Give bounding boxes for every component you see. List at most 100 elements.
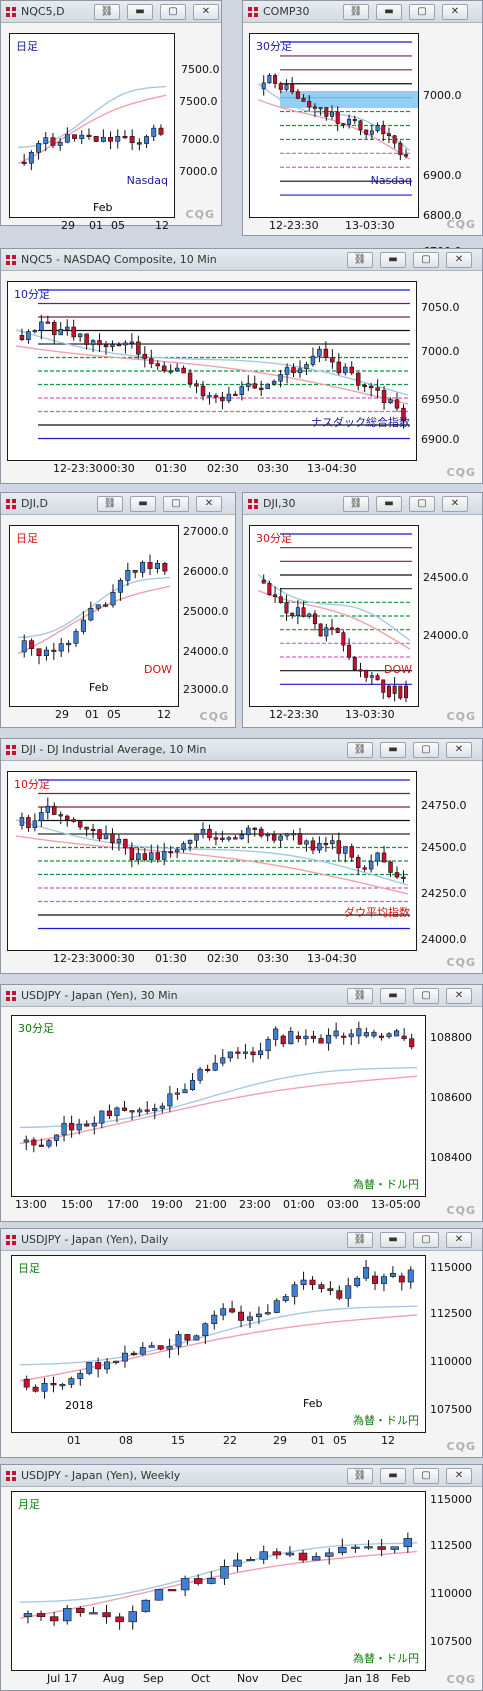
window-usdjpy-daily[interactable]: USDJPY - Japan (Yen), Daily ⛓ ▬ ▢ ✕ 日足 為替… (0, 1228, 483, 1458)
close-button[interactable]: ✕ (446, 988, 472, 1004)
candle (89, 1607, 98, 1615)
link-button[interactable]: ⛓ (347, 1232, 373, 1248)
minimize-button[interactable]: ▬ (127, 4, 153, 20)
link-button[interactable]: ⛓ (347, 742, 373, 758)
candle (43, 646, 49, 661)
candle (345, 1277, 352, 1307)
maximize-button[interactable]: ▢ (413, 1232, 439, 1248)
maximize-button[interactable]: ▢ (413, 988, 439, 1004)
close-button[interactable]: ✕ (196, 496, 222, 512)
maximize-button[interactable]: ▢ (163, 496, 189, 512)
maximize-button[interactable]: ▢ (160, 4, 186, 20)
candle (284, 363, 290, 384)
link-button[interactable]: ⛓ (97, 496, 123, 512)
maximize-button[interactable]: ▢ (413, 252, 439, 268)
window-usdjpy-30min[interactable]: USDJPY - Japan (Yen), 30 Min ⛓ ▬ ▢ ✕ 30分… (0, 984, 483, 1222)
chart-plot[interactable]: 10分足 ナスダック総合指数 (7, 281, 417, 461)
titlebar[interactable]: USDJPY - Japan (Yen), 30 Min ⛓ ▬ ▢ ✕ (1, 985, 482, 1007)
candle (45, 315, 51, 324)
window-comp-30min[interactable]: COMP30 ⛓ ▬ ▢ ✕ 30分足 Nasdaq 7000.0 6900.0 68… (242, 0, 483, 258)
candle (152, 1103, 158, 1119)
titlebar[interactable]: USDJPY - Japan (Yen), Daily ⛓ ▬ ▢ ✕ (1, 1229, 482, 1251)
chart-plot[interactable]: 10分足 ダウ平均指数 (7, 771, 417, 951)
titlebar[interactable]: DJI,30 ⛓ ▬ ▢ ✕ (243, 493, 482, 515)
close-button[interactable]: ✕ (446, 1468, 472, 1484)
ma-line (257, 573, 411, 642)
candle (375, 122, 380, 133)
x-axis-label: 01 (85, 708, 99, 721)
candle (58, 811, 63, 825)
minimize-button[interactable]: ▬ (380, 1468, 406, 1484)
candle (149, 349, 154, 369)
window-dji-30min[interactable]: DJI,30 ⛓ ▬ ▢ ✕ 30分足 DOW 24500.0 24000.0 12-… (242, 492, 483, 728)
candle (381, 679, 386, 700)
link-button[interactable]: ⛓ (94, 4, 120, 20)
window-nqc5-10min[interactable]: NQC5 - NASDAQ Composite, 10 Min ⛓ ▬ ▢ ✕ … (0, 248, 483, 484)
candle (358, 662, 363, 678)
candle (284, 79, 289, 92)
x-axis-label: 15 (171, 1434, 185, 1447)
titlebar[interactable]: NQC5 - NASDAQ Composite, 10 Min ⛓ ▬ ▢ ✕ (1, 249, 482, 271)
maximize-button[interactable]: ▢ (409, 496, 435, 512)
titlebar[interactable]: DJI,D ⛓ ▬ ▢ ✕ (1, 493, 235, 515)
window-dji-daily[interactable]: DJI,D ⛓ ▬ ▢ ✕ 日足 DOW 27000.0 26000.0 25000.… (0, 492, 236, 728)
titlebar[interactable]: USDJPY - Japan (Yen), Weekly ⛓ ▬ ▢ ✕ (1, 1465, 482, 1487)
x-axis-label: 00:30 (103, 952, 135, 965)
ma-line (257, 98, 411, 160)
candle (375, 673, 380, 681)
candle (330, 835, 335, 850)
close-button[interactable]: ✕ (446, 252, 472, 268)
minimize-button[interactable]: ▬ (380, 742, 406, 758)
instrument-label: Nasdaq (370, 174, 412, 187)
minimize-button[interactable]: ▬ (376, 496, 402, 512)
close-button[interactable]: ✕ (446, 742, 472, 758)
candle (386, 127, 391, 144)
window-nqc5-daily[interactable]: NQC5,D ⛓ ▬ ▢ ✕ 日足 Nasdaq 7500.0 7000.0 29… (0, 0, 222, 232)
chart-plot[interactable]: 月足 為替・ドル円 (11, 1491, 426, 1671)
y-axis-label: 25000.0 (183, 605, 229, 618)
candle (310, 347, 316, 367)
candle (333, 1022, 339, 1039)
link-button[interactable]: ⛓ (347, 988, 373, 1004)
link-button[interactable]: ⛓ (343, 496, 369, 512)
chart-plot[interactable]: 日足 Nasdaq (9, 33, 175, 218)
minimize-button[interactable]: ▬ (380, 1232, 406, 1248)
chart-plot[interactable]: 30分足 DOW (249, 525, 419, 707)
titlebar[interactable]: COMP30 ⛓ ▬ ▢ ✕ (243, 1, 482, 23)
maximize-button[interactable]: ▢ (413, 1468, 439, 1484)
candle (69, 1115, 75, 1138)
chart-plot[interactable]: 30分足 Nasdaq (249, 33, 419, 218)
minimize-button[interactable]: ▬ (380, 988, 406, 1004)
close-button[interactable]: ✕ (193, 4, 219, 20)
minimize-button[interactable]: ▬ (130, 496, 156, 512)
x-axis-label: 12 (155, 219, 169, 232)
titlebar[interactable]: DJI - DJ Industrial Average, 10 Min ⛓ ▬ … (1, 739, 482, 761)
titlebar[interactable]: NQC5,D ⛓ ▬ ▢ ✕ (1, 1, 221, 23)
chart-plot[interactable]: 日足 DOW (9, 525, 179, 707)
maximize-button[interactable]: ▢ (409, 4, 435, 20)
close-button[interactable]: ✕ (446, 1232, 472, 1248)
maximize-button[interactable]: ▢ (413, 742, 439, 758)
candle (324, 1548, 334, 1565)
period-label: 30分足 (256, 40, 292, 53)
candle (398, 685, 403, 700)
candle (41, 1377, 48, 1399)
close-button[interactable]: ✕ (442, 496, 468, 512)
chart-plot[interactable]: 日足 為替・ドル円 (11, 1255, 426, 1433)
candle (202, 1322, 209, 1345)
candle (255, 1306, 262, 1325)
close-button[interactable]: ✕ (442, 4, 468, 20)
window-usdjpy-weekly[interactable]: USDJPY - Japan (Yen), Weekly ⛓ ▬ ▢ ✕ 月足為… (0, 1464, 483, 1691)
link-button[interactable]: ⛓ (347, 1468, 373, 1484)
x-axis-label: 12-23:30 (53, 952, 103, 965)
ma-line (19, 1542, 418, 1603)
chart-plot[interactable]: 30分足 為替・ドル円 (11, 1015, 426, 1197)
link-button[interactable]: ⛓ (343, 4, 369, 20)
minimize-button[interactable]: ▬ (380, 252, 406, 268)
minimize-button[interactable]: ▬ (376, 4, 402, 20)
window-dji-10min[interactable]: DJI - DJ Industrial Average, 10 Min ⛓ ▬ … (0, 738, 483, 974)
candle (330, 349, 335, 369)
candle (181, 841, 186, 853)
candle (115, 129, 121, 149)
link-button[interactable]: ⛓ (347, 252, 373, 268)
